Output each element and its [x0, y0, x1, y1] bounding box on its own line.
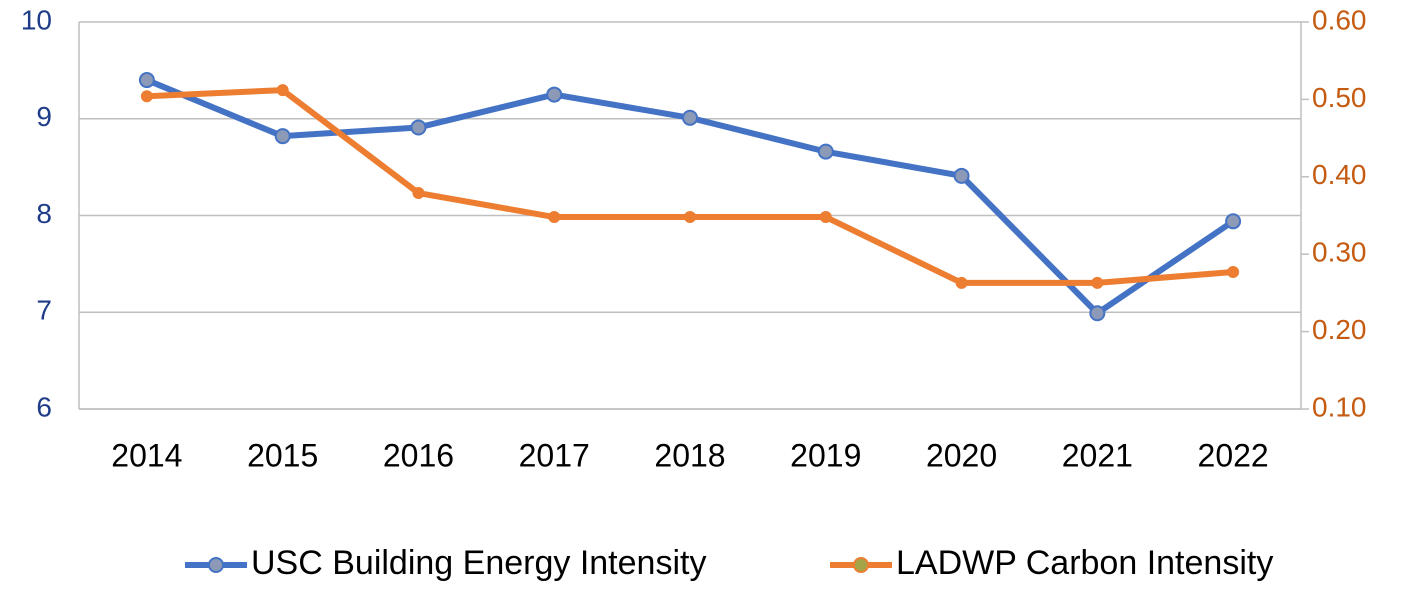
marker — [412, 187, 425, 200]
x-tick-label: 2020 — [926, 437, 997, 473]
marker — [817, 143, 834, 160]
y-tick-label: 10 — [21, 4, 52, 35]
marker — [410, 119, 427, 136]
y2-tick-label: 0.20 — [1312, 314, 1367, 345]
legend-label: LADWP Carbon Intensity — [896, 544, 1273, 582]
x-tick-label: 2019 — [790, 437, 861, 473]
marker — [140, 90, 153, 103]
marker — [276, 84, 289, 97]
marker — [682, 109, 698, 126]
y2-tick-label: 0.30 — [1312, 237, 1367, 268]
y-tick-label: 7 — [36, 295, 52, 326]
legend-marker — [853, 557, 869, 573]
marker — [953, 167, 970, 184]
x-tick-label: 2018 — [654, 437, 725, 473]
x-tick-label: 2021 — [1062, 437, 1133, 473]
x-tick-label: 2014 — [111, 437, 182, 473]
x-tick-label: 2015 — [247, 437, 318, 473]
y2-tick-label: 0.10 — [1312, 391, 1367, 422]
y-tick-label: 6 — [36, 391, 52, 422]
x-tick-label: 2017 — [519, 437, 590, 473]
marker — [548, 211, 561, 224]
legend-marker — [208, 557, 224, 573]
marker — [1091, 276, 1104, 289]
y2-tick-label: 0.60 — [1312, 4, 1367, 35]
marker — [1089, 305, 1106, 322]
y-tick-label: 8 — [36, 198, 52, 229]
marker — [138, 72, 155, 89]
marker — [684, 211, 696, 224]
marker — [819, 211, 832, 224]
y2-tick-label: 0.50 — [1312, 82, 1367, 113]
x-tick-label: 2016 — [383, 437, 454, 473]
marker — [546, 86, 563, 103]
y-tick-label: 9 — [36, 101, 52, 132]
marker — [274, 128, 291, 145]
marker — [955, 276, 968, 289]
y2-tick-label: 0.40 — [1312, 159, 1367, 190]
marker — [1227, 266, 1240, 279]
x-tick-label: 2022 — [1198, 437, 1269, 473]
legend-label: USC Building Energy Intensity — [251, 544, 706, 582]
marker — [1225, 213, 1242, 230]
